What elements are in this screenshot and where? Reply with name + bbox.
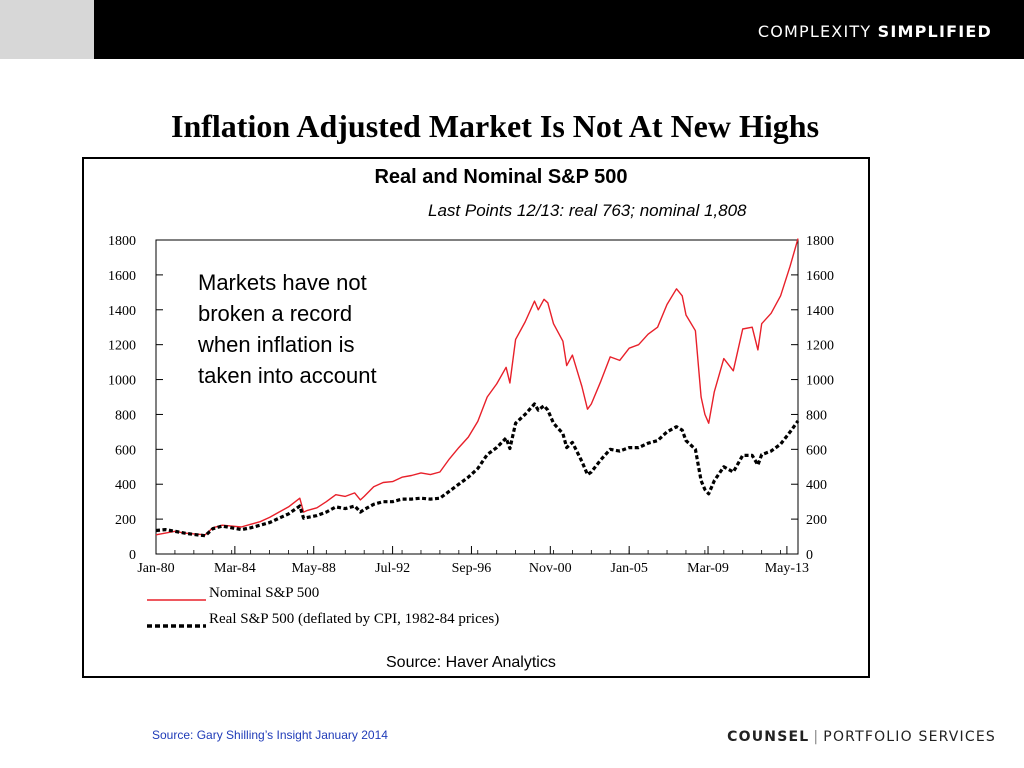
callout-line: when inflation is (198, 332, 355, 357)
footer-brand-bold: COUNSEL (727, 729, 810, 745)
y-tick-label-right: 400 (806, 478, 827, 493)
y-tick-label-right: 200 (806, 513, 827, 528)
x-tick-label: Mar-09 (687, 561, 729, 576)
footer-source: Source: Gary Shilling’s Insight January … (152, 728, 388, 742)
brand-logo: COMPLEXITY SIMPLIFIED (758, 22, 992, 41)
y-tick-label-left: 800 (115, 408, 136, 423)
x-tick-label: May-88 (292, 561, 336, 576)
y-tick-label-left: 1400 (108, 304, 136, 319)
x-tick-label: Jan-80 (137, 561, 174, 576)
tick-labels: 0 0 200 200 400 400 600 600 800 800 1000 1000 1200 12… (108, 234, 834, 576)
callout-line: Markets have not (198, 270, 367, 295)
footer-brand-separator: | (813, 729, 820, 745)
y-tick-label-left: 0 (129, 548, 136, 563)
y-tick-label-left: 1800 (108, 234, 136, 249)
brand-bold-text: SIMPLIFIED (877, 22, 992, 41)
legend-label-nominal: Nominal S&P 500 (209, 585, 320, 601)
series-lines (155, 238, 800, 538)
y-tick-label-left: 1200 (108, 339, 136, 354)
axis-ticks (155, 239, 798, 555)
y-tick-label-right: 1000 (806, 374, 834, 389)
footer-brand-logo: COUNSEL | PORTFOLIO SERVICES (727, 729, 996, 745)
brand-light-text: COMPLEXITY (757, 22, 872, 41)
y-tick-label-right: 1600 (806, 269, 834, 284)
x-tick-label: Nov-00 (529, 561, 572, 576)
series-line-real (155, 402, 800, 538)
x-tick-label: Sep-96 (452, 561, 492, 576)
y-tick-label-right: 600 (806, 443, 827, 458)
top-bar-accent (0, 0, 94, 59)
chart-source: Source: Haver Analytics (386, 654, 556, 671)
y-tick-label-right: 800 (806, 408, 827, 423)
legend-label-real: Real S&P 500 (deflated by CPI, 1982-84 p… (209, 611, 500, 627)
top-bar: COMPLEXITY SIMPLIFIED (0, 0, 1024, 59)
y-tick-label-left: 400 (115, 478, 136, 493)
y-tick-label-left: 200 (115, 513, 136, 528)
x-tick-label: Mar-84 (214, 561, 256, 576)
chart-subtitle: Last Points 12/13: real 763; nominal 1,8… (428, 201, 747, 220)
plot-frame (155, 239, 799, 555)
chart-title: Real and Nominal S&P 500 (374, 166, 628, 188)
footer-brand-light: PORTFOLIO SERVICES (823, 729, 996, 745)
callout-line: broken a record (198, 301, 353, 326)
y-tick-label-right: 1200 (806, 339, 834, 354)
y-tick-label-right: 0 (806, 548, 813, 563)
callout-text: Markets have not broken a record when in… (198, 267, 428, 391)
callout-line: taken into account (198, 363, 377, 388)
chart-panel (82, 157, 870, 678)
x-tick-label: May-13 (765, 561, 809, 576)
y-tick-label-left: 1600 (108, 269, 136, 284)
y-tick-label-left: 600 (115, 443, 136, 458)
y-tick-label-right: 1800 (806, 234, 834, 249)
y-tick-label-left: 1000 (108, 374, 136, 389)
slide-title: Inflation Adjusted Market Is Not At New … (170, 108, 820, 144)
series-line-nominal (155, 238, 799, 536)
x-tick-label: Jul-92 (375, 561, 410, 576)
y-tick-label-right: 1400 (806, 304, 834, 319)
x-tick-label: Jan-05 (611, 561, 648, 576)
